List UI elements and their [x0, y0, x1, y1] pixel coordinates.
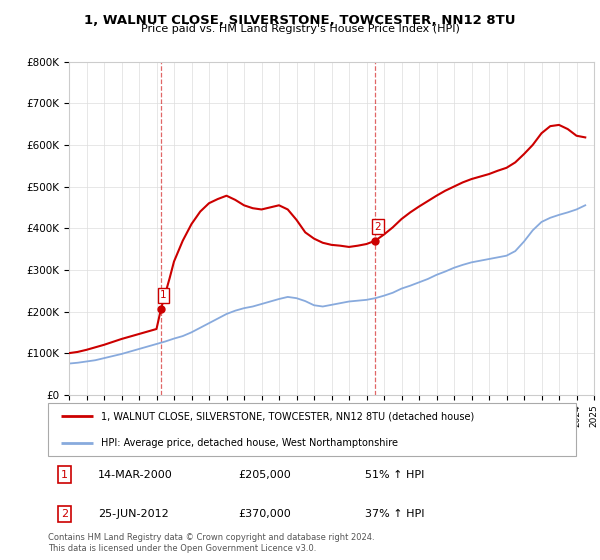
Text: 1: 1 [160, 290, 167, 300]
Text: 1, WALNUT CLOSE, SILVERSTONE, TOWCESTER, NN12 8TU: 1, WALNUT CLOSE, SILVERSTONE, TOWCESTER,… [84, 14, 516, 27]
Text: 51% ↑ HPI: 51% ↑ HPI [365, 470, 424, 479]
Text: 1: 1 [61, 470, 68, 479]
FancyBboxPatch shape [48, 403, 576, 456]
Text: 25-JUN-2012: 25-JUN-2012 [98, 509, 169, 519]
Text: 2: 2 [61, 509, 68, 519]
Text: HPI: Average price, detached house, West Northamptonshire: HPI: Average price, detached house, West… [101, 438, 398, 448]
Text: £205,000: £205,000 [238, 470, 291, 479]
Text: £370,000: £370,000 [238, 509, 291, 519]
Text: 2: 2 [374, 222, 381, 231]
Text: 37% ↑ HPI: 37% ↑ HPI [365, 509, 424, 519]
Text: Price paid vs. HM Land Registry's House Price Index (HPI): Price paid vs. HM Land Registry's House … [140, 24, 460, 34]
Text: Contains HM Land Registry data © Crown copyright and database right 2024.
This d: Contains HM Land Registry data © Crown c… [48, 533, 374, 553]
Text: 1, WALNUT CLOSE, SILVERSTONE, TOWCESTER, NN12 8TU (detached house): 1, WALNUT CLOSE, SILVERSTONE, TOWCESTER,… [101, 412, 474, 422]
Text: 14-MAR-2000: 14-MAR-2000 [98, 470, 173, 479]
